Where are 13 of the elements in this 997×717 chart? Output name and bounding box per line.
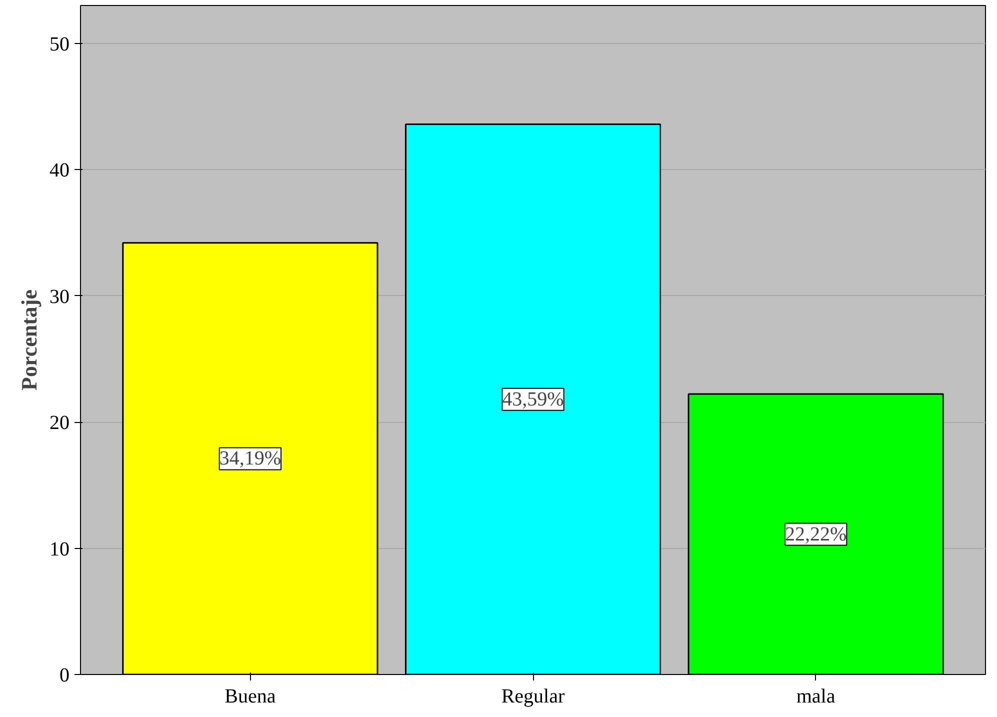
y-tick-label: 50 [50,33,70,56]
y-tick-label: 40 [50,160,70,182]
x-tick-label: Buena [224,686,276,708]
x-tick-label: Regular [501,686,565,708]
y-tick-label: 20 [50,412,70,434]
y-axis-title: Porcentaje [16,289,42,390]
x-tick-label: mala [796,686,836,708]
y-tick-label: 30 [50,286,70,308]
y-tick-label: 10 [50,538,70,560]
data-label: 22,22% [784,523,847,546]
data-label: 34,19% [219,448,282,470]
data-label: 43,59% [502,388,564,410]
y-tick-label: 0 [60,664,70,686]
